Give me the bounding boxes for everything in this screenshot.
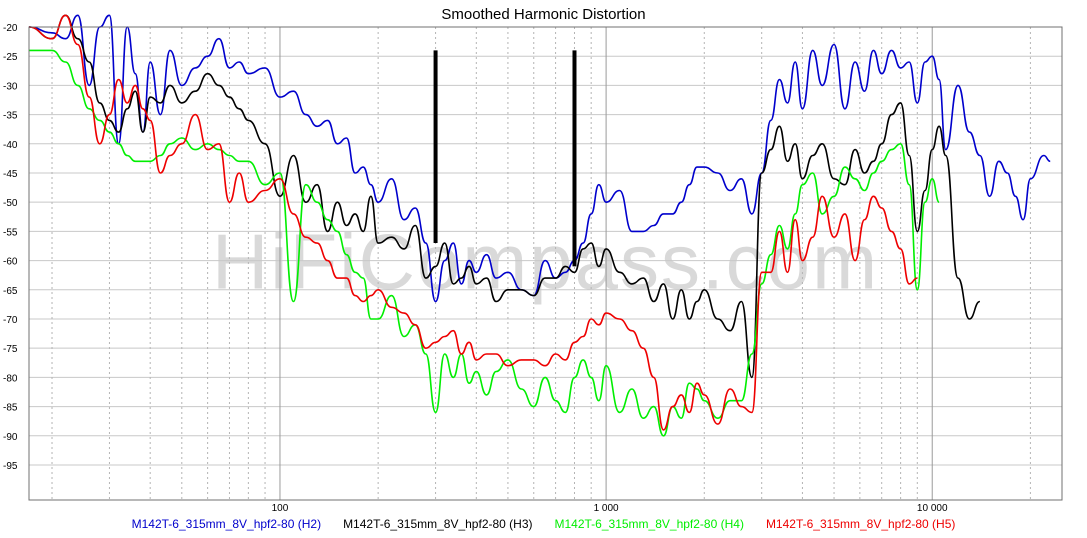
series-line-3 xyxy=(28,49,940,437)
y-tick-label: -50 xyxy=(3,198,18,209)
x-tick-label: 1 000 xyxy=(594,503,619,514)
y-tick-label: -60 xyxy=(3,257,18,268)
y-tick-label: -95 xyxy=(3,461,18,472)
y-tick-label: -40 xyxy=(3,140,18,151)
legend-entry-4: M142T-6_315mm_8V_hpf2-80 (H5) xyxy=(765,517,956,531)
y-tick-label: -80 xyxy=(3,373,18,384)
chart-legend: M142T-6_315mm_8V_hpf2-80 (H2) M142T-6_315… xyxy=(0,517,1087,531)
y-tick-label: -85 xyxy=(3,403,18,414)
plot-frame xyxy=(28,26,1063,501)
x-tick-label: 10 000 xyxy=(917,503,948,514)
y-tick-label: -90 xyxy=(3,432,18,443)
y-tick-label: -25 xyxy=(3,52,18,63)
legend-entry-3: M142T-6_315mm_8V_hpf2-80 (H4) xyxy=(554,517,744,531)
y-tick-label: -75 xyxy=(3,344,18,355)
y-tick-label: -55 xyxy=(3,227,18,238)
y-tick-label: -35 xyxy=(3,111,18,122)
legend-entry-2: M142T-6_315mm_8V_hpf2-80 (H3) xyxy=(343,517,533,531)
y-tick-label: -45 xyxy=(3,169,18,180)
y-tick-label: -20 xyxy=(3,23,18,34)
y-tick-label: -30 xyxy=(3,81,18,92)
chart-title: Smoothed Harmonic Distortion xyxy=(441,6,646,23)
legend-entry-1: M142T-6_315mm_8V_hpf2-80 (H2) xyxy=(131,517,322,531)
series-line-4 xyxy=(28,14,918,431)
plot-area xyxy=(29,27,1062,500)
y-tick-label: -65 xyxy=(3,286,18,297)
x-tick-label: 100 xyxy=(272,503,289,514)
series-line-1 xyxy=(28,14,1051,303)
y-tick-label: -70 xyxy=(3,315,18,326)
series-line-2 xyxy=(28,14,981,379)
